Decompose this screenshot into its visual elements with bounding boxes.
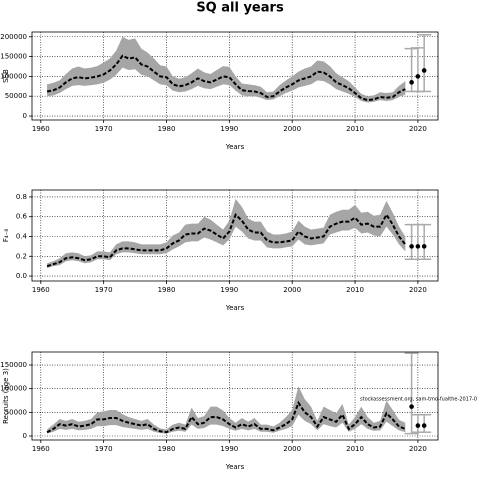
plot-frame xyxy=(31,351,439,441)
x-tick-label: 1980 xyxy=(158,125,176,133)
x-tick-label: 2020 xyxy=(409,125,427,133)
y-tick-label: 100000 xyxy=(0,385,27,393)
y-tick-label: 0.4 xyxy=(16,232,28,240)
x-tick-label: 1960 xyxy=(32,286,50,294)
forecast-point xyxy=(421,244,427,249)
x-tick-label: 1990 xyxy=(220,286,238,294)
estimate-line xyxy=(46,54,406,102)
x-tick-label: 2020 xyxy=(409,445,427,453)
y-tick-label: 0 xyxy=(23,432,27,440)
forecast-point xyxy=(409,244,414,249)
x-tick-label: 1970 xyxy=(95,445,113,453)
y-tick-label: 150000 xyxy=(0,361,27,369)
forecast-point xyxy=(415,244,421,249)
plot-area xyxy=(32,32,438,120)
x-tick-label: 2020 xyxy=(409,286,427,294)
x-axis-label: Years xyxy=(225,304,245,312)
x-tick-label: 2010 xyxy=(346,286,364,294)
y-tick-label: 0 xyxy=(23,112,27,120)
forecast-point xyxy=(415,74,421,79)
estimate-line xyxy=(46,212,407,268)
y-tick-label: 50000 xyxy=(5,92,27,100)
x-tick-label: 2010 xyxy=(346,445,364,453)
x-tick-label: 1960 xyxy=(32,445,50,453)
y-axis-label: Recruits (age 3) xyxy=(2,368,10,424)
x-tick-label: 1980 xyxy=(158,286,176,294)
estimate-line xyxy=(46,400,406,434)
forecast-point xyxy=(409,80,414,85)
y-tick-label: 0.2 xyxy=(16,252,27,260)
x-tick-label: 1990 xyxy=(220,445,238,453)
forecast-point xyxy=(415,423,421,428)
y-tick-label: 200000 xyxy=(0,33,27,41)
x-tick-label: 1980 xyxy=(158,445,176,453)
x-tick-label: 1960 xyxy=(32,125,50,133)
y-axis-label: F₄₋₈ xyxy=(2,229,10,243)
annotation: stockassessment.org, sam-tmo-fualthe-201… xyxy=(360,397,477,403)
forecast-point xyxy=(421,68,427,73)
x-tick-label: 1990 xyxy=(220,125,238,133)
confidence-band xyxy=(47,198,406,269)
plot-frame xyxy=(31,189,439,282)
x-axis-label: Years xyxy=(225,143,245,151)
confidence-band xyxy=(47,386,406,434)
y-tick-label: 0.6 xyxy=(16,213,28,221)
x-tick-label: 2000 xyxy=(283,286,301,294)
plot-area xyxy=(32,352,438,440)
x-tick-label: 2000 xyxy=(283,125,301,133)
forecast-point xyxy=(409,404,414,409)
confidence-band xyxy=(47,36,406,103)
x-tick-label: 2000 xyxy=(283,445,301,453)
y-tick-label: 0.8 xyxy=(16,193,27,201)
x-tick-label: 1970 xyxy=(95,286,113,294)
y-axis-label: SSB xyxy=(2,69,10,83)
y-tick-label: 50000 xyxy=(5,408,27,416)
y-tick-label: 150000 xyxy=(0,53,27,61)
x-tick-label: 2010 xyxy=(346,125,364,133)
plot-area xyxy=(32,190,438,281)
y-tick-label: 0.0 xyxy=(16,272,27,280)
figure-title: SQ all years xyxy=(196,1,284,16)
x-axis-label: Years xyxy=(225,463,245,471)
forecast-point xyxy=(421,423,427,428)
x-tick-label: 1970 xyxy=(95,125,113,133)
y-tick-label: 100000 xyxy=(0,72,27,80)
